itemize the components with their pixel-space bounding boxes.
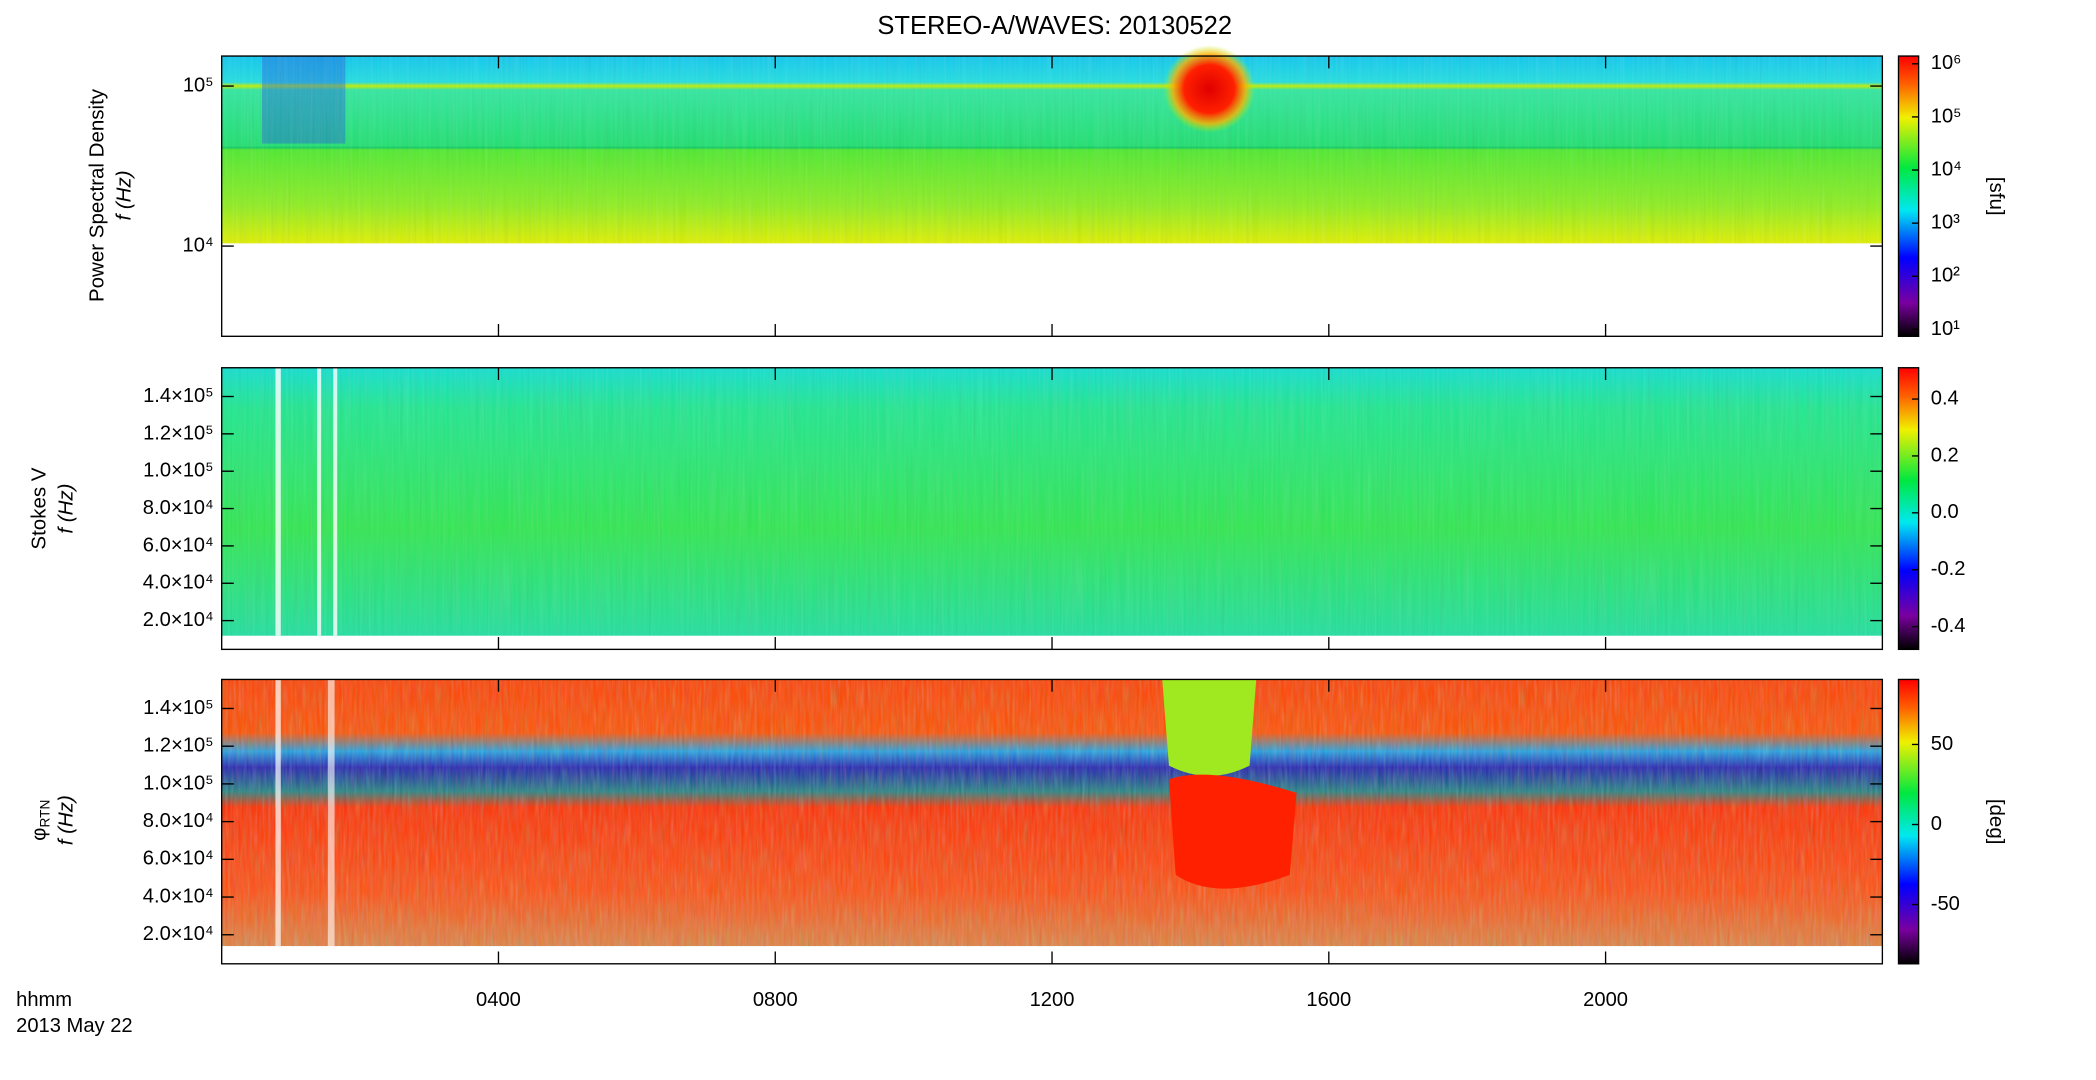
spectrogram-burst <box>1163 45 1255 133</box>
colorbar <box>1898 679 1919 964</box>
y-tick-label: 6.0×10⁴ <box>143 534 214 556</box>
colorbar-tick-label: 10³ <box>1931 211 1960 233</box>
y-axis-label: φRTN <box>29 800 52 841</box>
colorbar-frame <box>1897 55 1920 337</box>
colorbar <box>1898 367 1919 650</box>
y-tick-label: 1.0×10⁵ <box>143 459 214 481</box>
colorbar-tick-label: -0.4 <box>1931 615 1966 637</box>
colorbar-tick-label: 10⁶ <box>1931 52 1962 74</box>
spectrogram-1 <box>221 45 1883 244</box>
y-axis-symbol: φ <box>29 828 51 841</box>
spectrogram-texture <box>221 56 1883 244</box>
y-tick-label: 2.0×10⁴ <box>143 609 214 631</box>
spectrogram-burst <box>1168 774 1297 889</box>
x-tick-label: 1200 <box>1030 989 1075 1011</box>
colorbar <box>1898 56 1919 337</box>
colorbar-tick-label: 0.2 <box>1931 444 1959 466</box>
data-gap <box>275 679 281 947</box>
spectrogram-burst <box>1162 679 1257 776</box>
colorbar-tick-label: 10⁴ <box>1931 158 1962 180</box>
chart-title: STEREO-A/WAVES: 20130522 <box>877 12 1232 40</box>
colorbar-tick-label: 10² <box>1931 265 1960 287</box>
y-tick-label: 1.0×10⁵ <box>143 772 214 794</box>
y-tick-label: 8.0×10⁴ <box>143 497 214 519</box>
y-axis-unit: f (Hz) <box>56 483 78 533</box>
y-axis-unit: f (Hz) <box>56 795 78 845</box>
y-axis-subscript: RTN <box>37 800 52 828</box>
y-tick-label: 1.4×10⁵ <box>143 697 214 719</box>
colorbar-label: [deg] <box>1985 799 2007 845</box>
data-gap <box>327 679 335 947</box>
spectrogram-3 <box>221 679 1883 947</box>
y-tick-label: 10⁴ <box>183 234 214 256</box>
x-tick-label: 0800 <box>753 989 798 1011</box>
y-tick-label: 1.2×10⁵ <box>143 422 214 444</box>
y-tick-label: 1.2×10⁵ <box>143 734 214 756</box>
y-tick-label: 1.4×10⁵ <box>143 385 214 407</box>
x-tick-label: 0400 <box>476 989 521 1011</box>
y-tick-label: 6.0×10⁴ <box>143 848 214 870</box>
y-axis-label: Stokes V <box>29 467 51 549</box>
y-tick-label: 4.0×10⁴ <box>143 572 214 594</box>
colorbar-tick-label: 50 <box>1931 733 1953 755</box>
colorbar-tick-label: 10⁵ <box>1931 105 1962 127</box>
x-axis-date: 2013 May 22 <box>16 1015 133 1037</box>
colorbar-tick-label: 0.0 <box>1931 501 1959 523</box>
colorbar-tick-label: 0.4 <box>1931 387 1959 409</box>
x-axis-label: hhmm <box>16 989 72 1011</box>
spectrogram-texture <box>221 679 1883 947</box>
colorbar-tick-label: -50 <box>1931 893 1960 915</box>
x-tick-label: 2000 <box>1583 989 1628 1011</box>
y-tick-label: 10⁵ <box>183 74 214 96</box>
colorbar-tick-label: 0 <box>1931 813 1942 835</box>
data-gap <box>275 367 281 636</box>
y-tick-label: 4.0×10⁴ <box>143 885 214 907</box>
colorbar-frame <box>1897 678 1920 965</box>
y-tick-label: 2.0×10⁴ <box>143 923 214 945</box>
x-tick-label: 1600 <box>1306 989 1351 1011</box>
colorbar-label: [sfu] <box>1985 177 2007 216</box>
y-axis-label: Power Spectral Density <box>87 88 109 302</box>
colorbar-frame <box>1897 367 1920 651</box>
colorbar-tick-label: -0.2 <box>1931 558 1966 580</box>
y-axis-unit: f (Hz) <box>113 170 135 220</box>
y-tick-label: 8.0×10⁴ <box>143 810 214 832</box>
spectrogram-2 <box>221 367 1883 636</box>
data-gap <box>333 367 338 636</box>
data-gap <box>317 367 322 636</box>
spectrogram-texture <box>221 367 1883 636</box>
colorbar-tick-label: 10¹ <box>1931 318 1960 340</box>
